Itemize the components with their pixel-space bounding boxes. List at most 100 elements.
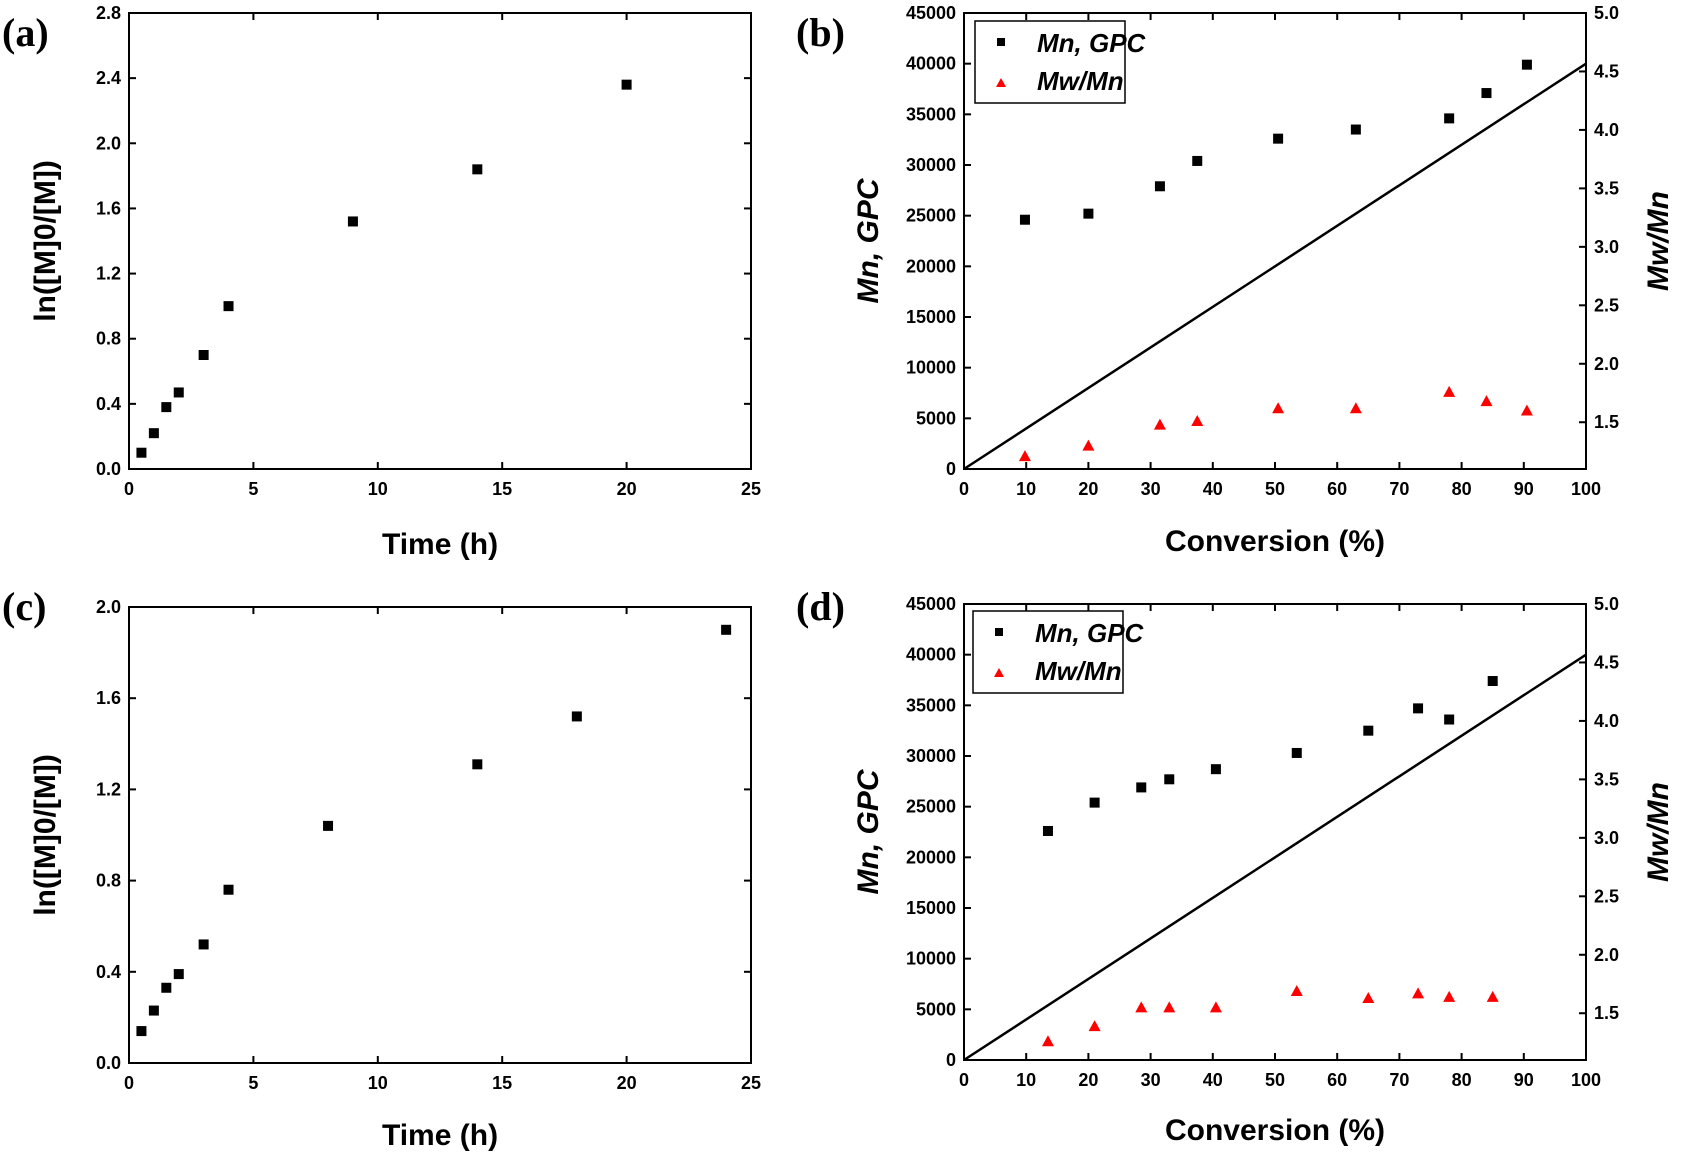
theory-line — [963, 62, 1587, 471]
data-point-square — [136, 1026, 147, 1037]
data-point-triangle — [1088, 1020, 1101, 1032]
y2-tick-label: 4.0 — [1594, 711, 1619, 731]
y-tick-label: 0.8 — [96, 871, 121, 891]
data-point-square — [1521, 59, 1532, 70]
data-point-square — [1273, 133, 1284, 144]
x-axis-title-c: Time (h) — [382, 1119, 498, 1152]
panel-c: (c) 0 5 10 15 20 25 0.0 0.4 0.8 1.2 1.6 2.0 Time (h… — [2, 584, 761, 1152]
ticks-d: 0 10 20 30 40 50 60 70 80 90 100 0 5000 10000 15000 200… — [906, 594, 1619, 1090]
panel-label-b: (b) — [796, 10, 845, 55]
panel-b: (b) 0 10 20 30 40 50 60 70 80 90 100 0 5000 10000 1500… — [796, 3, 1675, 558]
data-point-square — [161, 402, 172, 413]
marks-d — [963, 653, 1587, 1062]
data-point-square — [173, 387, 184, 398]
data-point-triangle — [1272, 402, 1285, 414]
y2-tick-label: 2.0 — [1594, 354, 1619, 374]
data-point-triangle — [1209, 1001, 1222, 1013]
x-tick-label: 30 — [1141, 1070, 1161, 1090]
data-point-square — [1350, 124, 1361, 135]
x-tick-label: 50 — [1265, 479, 1285, 499]
y-tick-label: 10000 — [906, 949, 956, 969]
x-tick-label: 60 — [1327, 479, 1347, 499]
y-tick-label: 45000 — [906, 3, 956, 23]
y-tick-label: 0.8 — [96, 329, 121, 349]
y-tick-label: 10000 — [906, 358, 956, 378]
data-point-square — [323, 820, 334, 831]
y2-tick-label: 3.5 — [1594, 769, 1619, 789]
plot-frame-a — [128, 12, 752, 470]
x-tick-label: 40 — [1203, 1070, 1223, 1090]
data-point-triangle — [1290, 985, 1303, 997]
data-point-square — [1154, 181, 1165, 192]
y-axis-title-a: ln([M]0/[M]) — [29, 160, 62, 322]
x-tick-label: 25 — [741, 479, 761, 499]
data-point-square — [1363, 725, 1374, 736]
data-point-square — [198, 350, 209, 360]
data-point-triangle — [1163, 1001, 1176, 1013]
legend-b: Mn, GPC Mw/Mn — [974, 20, 1147, 104]
y-tick-label: 0.0 — [96, 1053, 121, 1073]
data-point-triangle — [1153, 418, 1166, 430]
panel-a: (a) 0 5 10 15 20 25 0.0 0.4 0.8 1.2 1.6 2.0 2.4 2.8 T… — [2, 3, 761, 561]
x-tick-label: 90 — [1514, 479, 1534, 499]
y-tick-label: 40000 — [906, 645, 956, 665]
data-point-square — [223, 301, 234, 312]
y2-axis-title-d: Mw/Mn — [1642, 782, 1675, 882]
y-tick-label: 15000 — [906, 898, 956, 918]
x-tick-label: 20 — [1078, 1070, 1098, 1090]
legend-triangle-marker-b — [996, 78, 1006, 87]
y-tick-label: 25000 — [906, 797, 956, 817]
y-axis-title-c: ln([M]0/[M]) — [29, 754, 62, 916]
y-tick-label: 2.8 — [96, 3, 121, 23]
data-point-triangle — [1412, 987, 1425, 999]
data-point-square — [148, 1005, 159, 1016]
y-tick-label: 20000 — [906, 256, 956, 276]
x-tick-label: 5 — [248, 479, 258, 499]
ticks-a: 0 5 10 15 20 25 0.0 0.4 0.8 1.2 1.6 2.0 2.4 2.8 — [96, 3, 761, 499]
legend-box-b — [974, 20, 1126, 104]
y-tick-label: 0.0 — [96, 459, 121, 479]
y-tick-label: 0 — [946, 459, 956, 479]
data-point-triangle — [1018, 450, 1031, 462]
y-tick-label: 5000 — [916, 408, 956, 428]
data-point-square — [1481, 88, 1492, 99]
x-tick-label: 70 — [1389, 479, 1409, 499]
y-axis-title-d: Mn, GPC — [852, 768, 885, 894]
data-point-triangle — [1191, 415, 1204, 427]
data-point-square — [1042, 825, 1053, 836]
data-point-square — [571, 711, 582, 722]
data-point-square — [173, 969, 184, 980]
x-tick-label: 100 — [1571, 1070, 1601, 1090]
ticks-b: 0 10 20 30 40 50 60 70 80 90 100 0 5000 10000 15000 200… — [906, 3, 1619, 499]
legend-box-d — [972, 610, 1124, 694]
y2-tick-label: 5.0 — [1594, 594, 1619, 614]
x-tick-label: 20 — [617, 479, 637, 499]
y-tick-label: 2.4 — [96, 68, 121, 88]
data-point-square — [1444, 113, 1455, 124]
marks-b — [963, 59, 1587, 471]
data-point-square — [1291, 747, 1302, 758]
x-tick-label: 80 — [1452, 479, 1472, 499]
x-tick-label: 80 — [1452, 1070, 1472, 1090]
marks-a — [136, 79, 632, 458]
theory-line — [963, 653, 1587, 1062]
panel-label-c: (c) — [2, 584, 46, 629]
y-tick-label: 40000 — [906, 54, 956, 74]
x-tick-label: 10 — [368, 479, 388, 499]
data-point-square — [148, 428, 159, 439]
x-tick-label: 0 — [959, 1070, 969, 1090]
y-tick-label: 25000 — [906, 206, 956, 226]
y-tick-label: 1.2 — [96, 264, 121, 284]
x-tick-label: 0 — [959, 479, 969, 499]
y-tick-label: 5000 — [916, 999, 956, 1019]
data-point-square — [1192, 155, 1203, 166]
data-point-square — [223, 884, 234, 895]
y-tick-label: 2.0 — [96, 597, 121, 617]
legend-triangle-marker-d — [994, 668, 1004, 677]
x-tick-label: 90 — [1514, 1070, 1534, 1090]
data-point-triangle — [1041, 1035, 1054, 1047]
y2-tick-label: 1.5 — [1594, 412, 1619, 432]
x-tick-label: 70 — [1389, 1070, 1409, 1090]
x-tick-label: 40 — [1203, 479, 1223, 499]
